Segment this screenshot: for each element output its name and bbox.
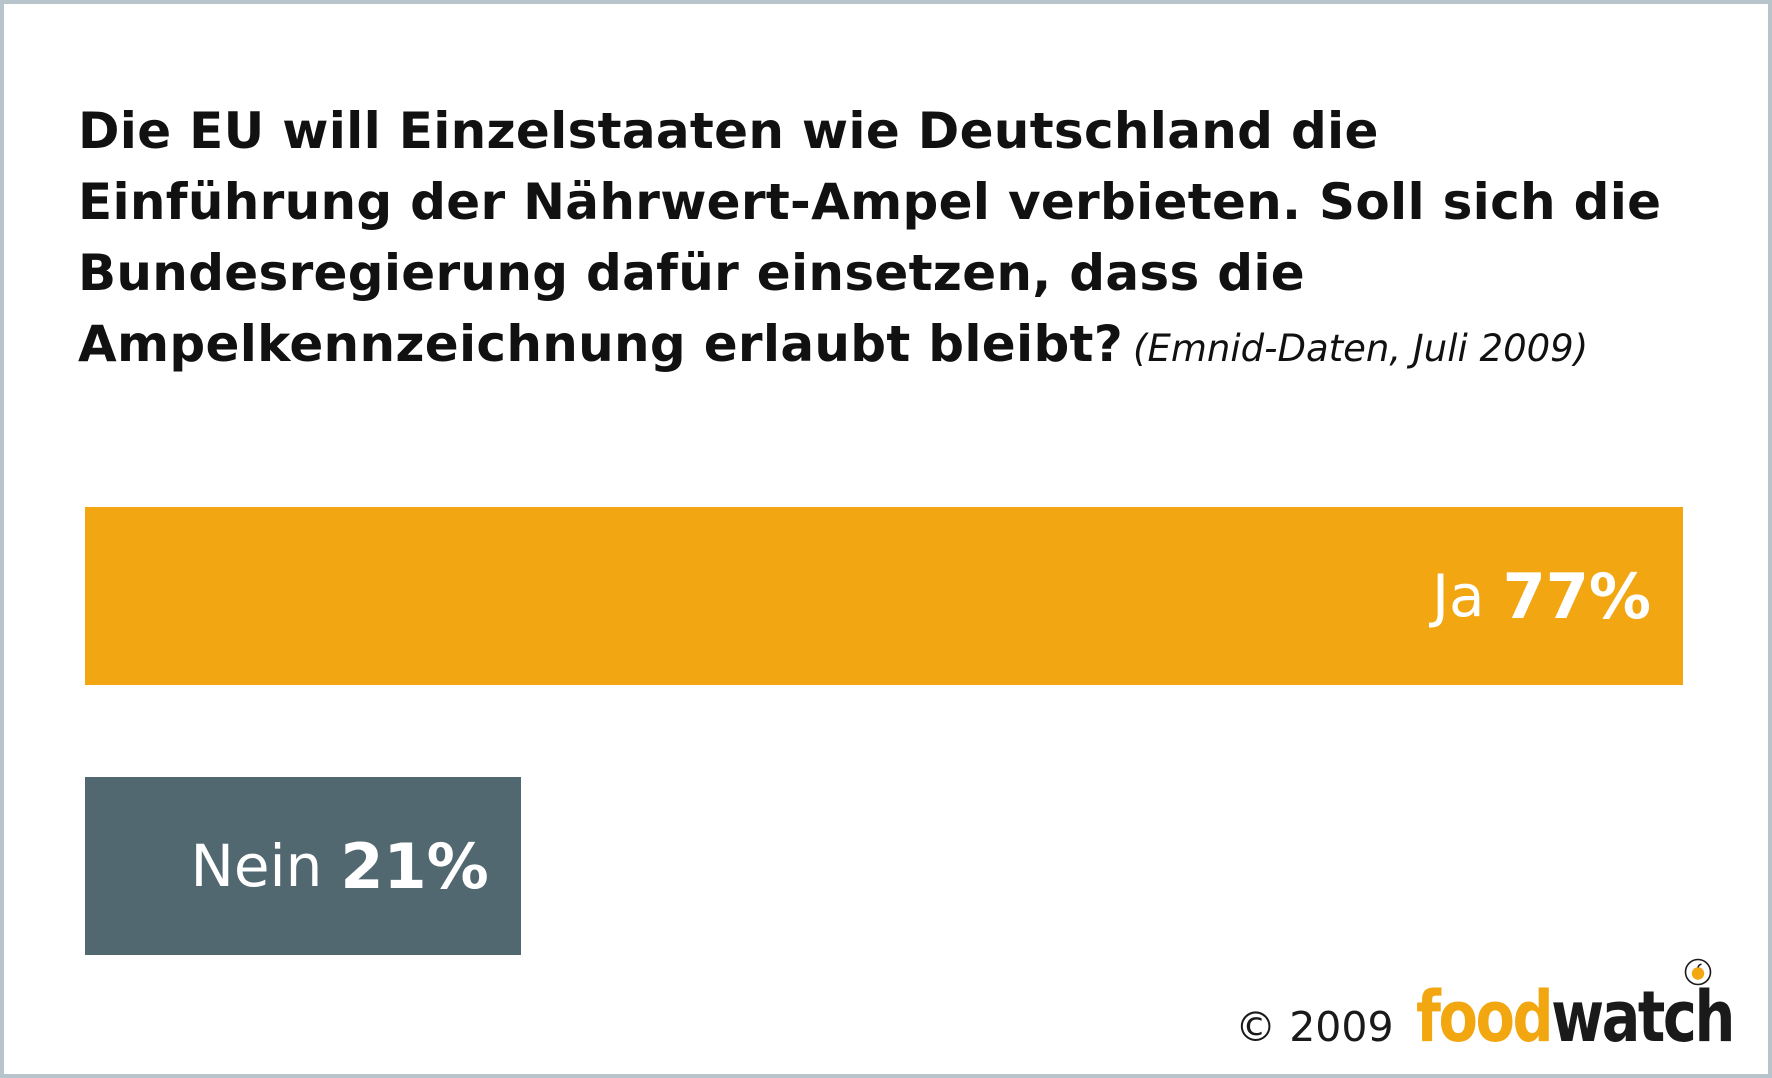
bar-ja-value-label: 77% xyxy=(1502,559,1651,633)
logo-watch-text: watch xyxy=(1550,976,1735,1058)
title-line-4: Ampelkennzeichnung erlaubt bleibt? (Emnid… xyxy=(78,309,1718,384)
bar-nein-category-label: Nein xyxy=(190,832,323,900)
title-line-1: Die EU will Einzelstaaten wie Deutschlan… xyxy=(78,102,1379,160)
apple-registered-icon xyxy=(1684,958,1712,986)
logo-food-text: food xyxy=(1415,976,1554,1058)
source-note: (Emnid-Daten, Juli 2009) xyxy=(1133,327,1589,370)
title-line-2: Einführung der Nährwert-Ampel verbieten.… xyxy=(78,173,1662,231)
chart-title: Die EU will Einzelstaaten wie Deutschlan… xyxy=(78,96,1718,384)
footer: © 2009 foodwatch xyxy=(1235,958,1740,1052)
bar-ja-category-label: Ja xyxy=(1431,562,1485,630)
foodwatch-logo: foodwatch xyxy=(1416,982,1735,1052)
title-line-3: Bundesregierung dafür einsetzen, dass di… xyxy=(78,244,1305,302)
bar-nein: Nein 21% xyxy=(85,777,521,955)
bar-nein-value-label: 21% xyxy=(340,829,489,903)
title-line-4-text: Ampelkennzeichnung erlaubt bleibt? xyxy=(78,315,1124,373)
copyright-text: © 2009 xyxy=(1235,1003,1394,1051)
bar-plot-area: Ja 77% Nein 21% xyxy=(85,507,1683,957)
bar-ja: Ja 77% xyxy=(85,507,1683,685)
